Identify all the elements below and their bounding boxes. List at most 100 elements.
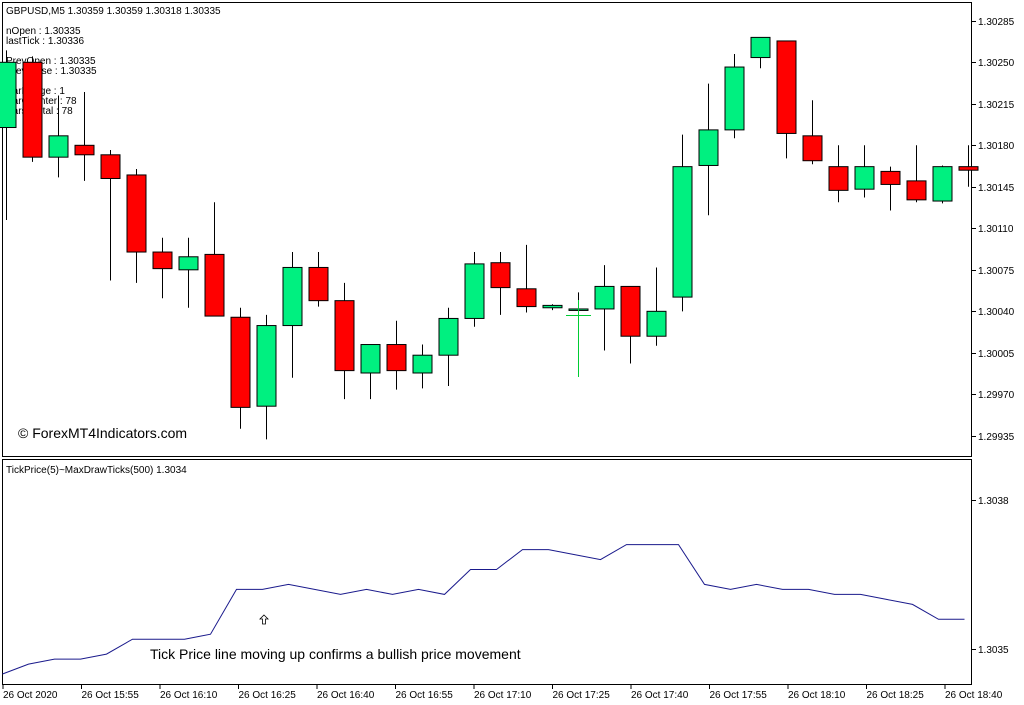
candle-body [854,166,875,190]
candle-body [594,285,615,310]
candle-body [230,316,251,408]
candle [386,320,407,390]
candle [308,252,329,307]
candle-body [646,310,667,337]
candle-body [906,180,927,201]
candle-body [542,304,563,309]
candle [906,145,927,203]
candle-body [178,256,199,271]
time-tick-label: 26 Oct 16:40 [317,690,375,701]
time-tick-label: 26 Oct 16:55 [396,690,454,701]
candle-body [464,263,485,319]
info-line: lastTick : 1.30336 [6,36,84,47]
time-tick-label: 26 Oct 18:10 [788,690,846,701]
time-tick-label: 26 Oct 17:10 [474,690,532,701]
candle-body [386,344,407,372]
candle-body [516,288,537,308]
candle [230,307,251,429]
candle [932,165,953,204]
candle [672,134,693,312]
candle [958,145,979,187]
indicator-frame [2,459,972,685]
candle [724,53,745,139]
candle [126,169,147,283]
candle-body [932,166,953,202]
candle [464,252,485,327]
tick-price-line [2,544,965,675]
candle [880,166,901,211]
time-tick-label: 26 Oct 17:55 [710,690,768,701]
candle [620,285,641,364]
candle-body [620,285,641,337]
candle-body [74,144,95,156]
candle-body [724,66,745,131]
candle [0,50,17,221]
candle-body [100,154,121,180]
candle-body [698,129,719,166]
indicator-tick-label: 1.3035 [978,645,1009,656]
time-tick-label: 26 Oct 17:40 [631,690,689,701]
info-line: PrevOpen : 1.30335 [6,56,96,67]
candles [0,36,979,440]
price-tick-label: 1.30075 [978,266,1015,277]
price-tick-label: 1.30215 [978,100,1015,111]
price-tick-label: 1.30180 [978,141,1015,152]
candle-body [750,36,771,59]
candle [48,95,69,178]
candle [776,40,797,159]
candle [542,304,563,311]
indicator-tick-label: 1.3038 [978,496,1009,507]
candle [646,267,667,346]
candle-body [828,166,849,191]
candle-body [334,300,355,372]
candle-body [360,344,381,374]
candle-body [282,266,303,327]
candle [438,307,459,387]
main-chart-frame [2,2,972,457]
candle-body [0,61,17,129]
candle-body [308,266,329,302]
time-tick-label: 26 Oct 17:25 [553,690,611,701]
candle [178,237,199,308]
annotation-text: Tick Price line moving up confirms a bul… [150,646,521,662]
cursor-crosshair [566,300,591,377]
candle [412,344,433,389]
candle [22,56,43,162]
info-line: nOpen : 1.30335 [6,26,81,37]
candle-body [152,251,173,270]
candle [360,344,381,400]
up-arrow-icon [259,614,269,625]
indicator-label: TickPrice(5)~MaxDrawTicks(500) 1.3034 [6,465,187,476]
tick-price-line-group [2,544,965,675]
candle [828,145,849,203]
candle [74,91,95,181]
candle-body [490,262,511,289]
symbol-header: GBPUSD,M5 1.30359 1.30359 1.30318 1.3033… [6,6,221,17]
candle-body [880,170,901,185]
candle-body [204,253,225,317]
price-tick-label: 1.30145 [978,183,1015,194]
candle-body [22,61,43,158]
candle-body [776,40,797,134]
time-tick-label: 26 Oct 18:40 [945,690,1003,701]
price-tick-label: 1.30250 [978,58,1015,69]
candle [594,265,615,351]
price-tick-label: 1.29935 [978,432,1015,443]
candle-body [48,135,69,158]
candle [256,314,277,440]
candle [802,100,823,165]
price-tick-label: 1.30285 [978,17,1015,28]
candle-body [802,135,823,162]
time-tick-label: 26 Oct 18:25 [867,690,925,701]
price-tick-label: 1.30005 [978,349,1015,360]
watermark: © ForexMT4Indicators.com [18,425,187,441]
candle [282,252,303,378]
candle-body [412,354,433,374]
price-tick-label: 1.29970 [978,390,1015,401]
candle [750,36,771,69]
candle [698,83,719,216]
info-line: PrevClose : 1.30335 [6,66,97,77]
candle [854,145,875,198]
time-tick-label: 26 Oct 16:25 [239,690,297,701]
